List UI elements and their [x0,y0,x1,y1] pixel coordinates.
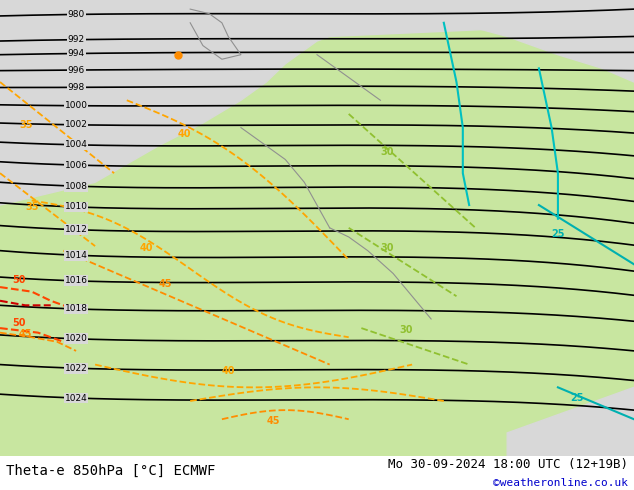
Text: 1002: 1002 [65,121,87,129]
Text: 30: 30 [399,325,413,335]
Text: 1010: 1010 [65,202,87,212]
Text: 1018: 1018 [65,304,87,314]
Text: 980: 980 [67,10,85,19]
Text: 992: 992 [67,35,85,44]
Polygon shape [0,0,634,456]
Text: 25: 25 [571,393,584,403]
Text: 1022: 1022 [65,364,87,373]
Polygon shape [456,0,634,82]
Text: 1020: 1020 [65,334,87,343]
Text: 25: 25 [552,229,565,239]
Text: 30: 30 [380,147,394,157]
Text: 40: 40 [222,366,235,376]
Text: 998: 998 [67,83,85,92]
Text: 35: 35 [25,201,39,212]
Polygon shape [507,387,634,456]
Text: 45: 45 [19,329,32,339]
Text: 996: 996 [67,66,85,74]
Text: Theta-e 850hPa [°C] ECMWF: Theta-e 850hPa [°C] ECMWF [6,464,216,478]
Text: 994: 994 [67,49,85,58]
Text: 40: 40 [139,243,153,253]
Text: 45: 45 [158,279,172,289]
Text: 1004: 1004 [65,140,87,149]
Text: 45: 45 [266,416,280,426]
Polygon shape [0,456,634,490]
Text: 1024: 1024 [65,393,87,402]
Text: 1016: 1016 [65,276,87,285]
Text: 30: 30 [380,243,394,253]
Text: 40: 40 [178,129,191,139]
Text: 35: 35 [19,120,32,129]
Text: 1014: 1014 [65,251,87,260]
Text: Mo 30-09-2024 18:00 UTC (12+19B): Mo 30-09-2024 18:00 UTC (12+19B) [387,458,628,471]
Text: 50: 50 [13,318,26,328]
Text: 50: 50 [13,274,26,285]
Text: 1008: 1008 [65,182,87,191]
Text: 1006: 1006 [65,161,87,170]
Text: 1000: 1000 [65,101,87,110]
Text: 1012: 1012 [65,225,87,234]
Text: ©weatheronline.co.uk: ©weatheronline.co.uk [493,478,628,488]
Polygon shape [0,0,634,205]
